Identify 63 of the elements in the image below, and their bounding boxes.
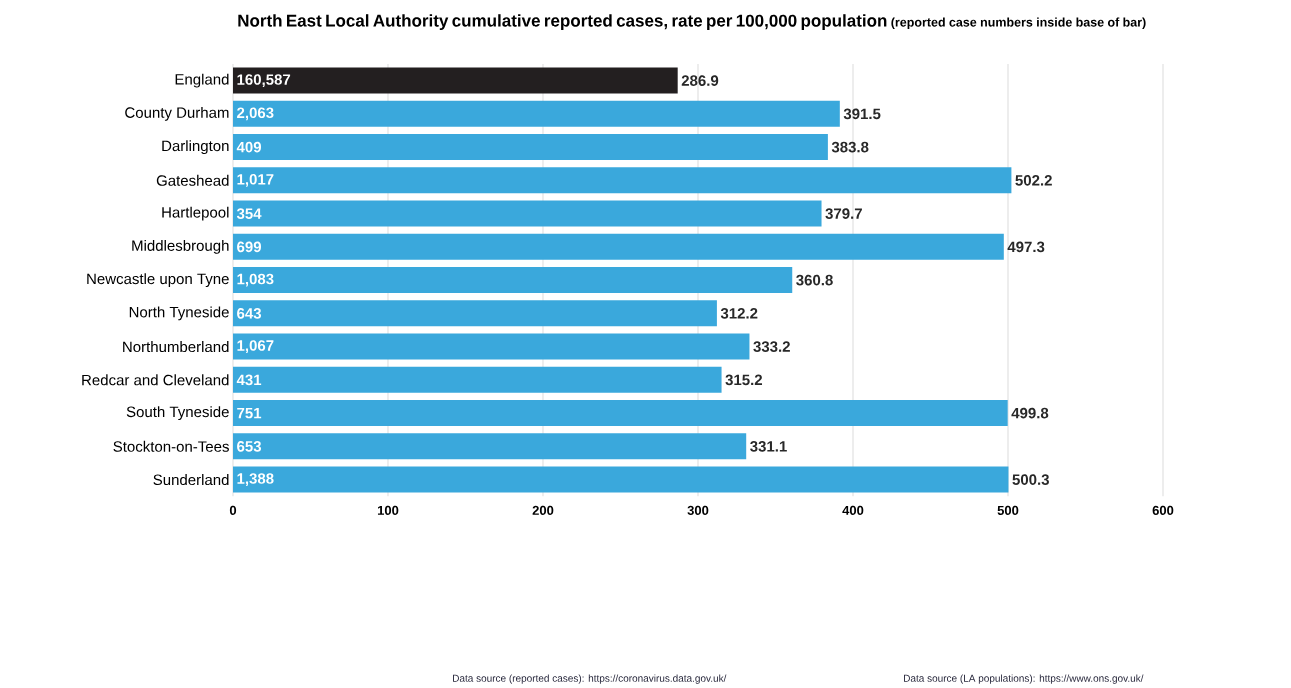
y-tick-label: Newcastle upon Tyne — [87, 273, 229, 288]
source-note: Data source (LA populations): https://www.ons.gov.uk/ — [904, 674, 1144, 684]
y-tick-label: Gateshead — [156, 174, 229, 186]
bar — [233, 366, 722, 393]
data-label: 383.8 — [831, 141, 869, 153]
annotation: 431 — [236, 374, 262, 386]
data-label: 497.3 — [1007, 241, 1045, 253]
bar — [233, 167, 1012, 194]
bar — [233, 333, 750, 360]
y-tick-label: England — [175, 73, 229, 88]
x-tick-label: 0 — [229, 505, 237, 515]
y-tick-label: Darlington — [162, 140, 229, 155]
y-tick-label: Northumberland — [123, 341, 229, 353]
annotation: 354 — [236, 208, 262, 219]
y-tick-label: County Durham — [125, 106, 229, 121]
chart-title: North East Local Authority cumulative reported cases, rate per 100,000 population — [238, 14, 887, 31]
bar — [233, 67, 678, 94]
data-label: 391.5 — [843, 108, 881, 120]
annotation: 643 — [237, 308, 262, 319]
bar — [233, 100, 840, 127]
bar — [233, 400, 1008, 427]
data-label: 502.2 — [1015, 175, 1052, 186]
x-tick-label: 600 — [1152, 505, 1174, 515]
annotation: 699 — [237, 241, 261, 253]
y-tick-label: Hartlepool — [162, 206, 229, 221]
x-tick-label: 100 — [377, 505, 399, 515]
annotation: 653 — [237, 441, 262, 452]
data-label: 286.9 — [681, 75, 719, 86]
annotation: 1,388 — [237, 473, 274, 487]
annotation: 160,587 — [237, 74, 291, 88]
bar — [233, 300, 717, 327]
chart-subtitle: (reported case numbers inside base of bar) — [891, 17, 1146, 30]
source-note: Data source (reported cases): https://coronavirus.data.gov.uk/ — [453, 674, 727, 684]
annotation: 1,083 — [237, 273, 274, 287]
data-label: 500.3 — [1012, 474, 1049, 485]
y-tick-label: Redcar and Cleveland — [82, 374, 229, 386]
bar — [233, 267, 793, 294]
data-label: 379.7 — [825, 208, 862, 219]
data-label: 331.1 — [750, 441, 787, 452]
bar — [233, 233, 1004, 260]
annotation: 1,017 — [237, 173, 274, 187]
annotation: 1,067 — [237, 340, 274, 354]
x-tick-label: 500 — [997, 505, 1019, 515]
y-tick-label: Middlesbrough — [132, 239, 229, 254]
y-tick-label: Stockton-on-Tees — [113, 440, 229, 452]
bar — [233, 466, 1009, 493]
bar — [233, 200, 822, 227]
data-label: 333.2 — [753, 341, 790, 352]
y-tick-label: North Tyneside — [129, 306, 229, 321]
x-tick-label: 400 — [842, 505, 864, 515]
x-tick-label: 300 — [687, 505, 709, 515]
annotation: 2,063 — [237, 107, 274, 121]
annotation: 409 — [236, 141, 261, 153]
x-tick-label: 200 — [532, 505, 554, 515]
y-tick-label: Sunderland — [153, 474, 229, 486]
data-label: 499.8 — [1011, 407, 1049, 419]
data-label: 312.2 — [720, 308, 758, 319]
bar — [233, 134, 828, 161]
annotation: 751 — [237, 407, 262, 419]
data-label: 315.2 — [725, 374, 763, 386]
bar — [233, 433, 747, 460]
data-label: 360.8 — [796, 274, 833, 286]
y-tick-label: South Tyneside — [126, 406, 229, 421]
